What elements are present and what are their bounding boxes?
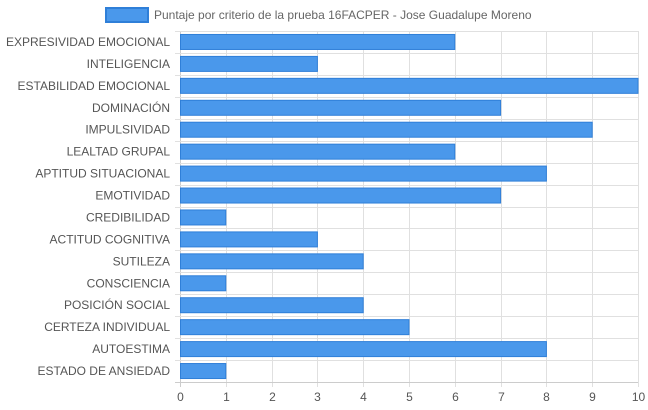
bar[interactable]: [180, 187, 502, 204]
bar[interactable]: [180, 55, 318, 72]
bar[interactable]: [180, 165, 547, 182]
category-label: IMPULSIVIDAD: [85, 123, 170, 137]
bar[interactable]: [180, 143, 456, 160]
x-tick-label: 0: [177, 390, 184, 404]
bar[interactable]: [180, 319, 410, 336]
bar[interactable]: [180, 231, 318, 248]
x-axis-ticks: 0 1 2 3 4 5 6 7 8 9 10: [177, 390, 645, 404]
category-label: EMOTIVIDAD: [95, 189, 170, 203]
legend[interactable]: Puntaje por criterio de la prueba 16FACP…: [105, 7, 532, 23]
category-label: AUTOESTIMA: [92, 342, 170, 356]
bar[interactable]: [180, 121, 593, 138]
legend-label[interactable]: Puntaje por criterio de la prueba 16FACP…: [154, 8, 532, 22]
bar[interactable]: [180, 253, 364, 270]
x-tick-label: 4: [360, 390, 367, 404]
category-label: CERTEZA INDIVIDUAL: [44, 320, 170, 334]
x-tick-label: 5: [406, 390, 413, 404]
category-label: POSICIÓN SOCIAL: [64, 297, 170, 312]
x-tick-label: 6: [452, 390, 459, 404]
category-label: SUTILEZA: [113, 254, 170, 268]
category-label: LEALTAD GRUPAL: [67, 145, 171, 159]
category-label: CONSCIENCIA: [87, 276, 170, 290]
bar[interactable]: [180, 209, 227, 226]
category-label: ACTITUD COGNITIVA: [50, 232, 170, 246]
x-tick-label: 10: [632, 390, 646, 404]
x-tick-label: 8: [543, 390, 550, 404]
bar[interactable]: [180, 341, 547, 358]
category-label: ESTABILIDAD EMOCIONAL: [18, 79, 171, 93]
bars: [180, 33, 639, 380]
category-label: EXPRESIVIDAD EMOCIONAL: [6, 35, 170, 49]
bar[interactable]: [180, 99, 502, 116]
category-label: INTELIGENCIA: [87, 57, 170, 71]
category-label: ESTADO DE ANSIEDAD: [38, 364, 171, 378]
category-label: APTITUD SITUACIONAL: [35, 167, 170, 181]
x-tick-label: 2: [269, 390, 276, 404]
legend-swatch[interactable]: [105, 7, 149, 23]
bar[interactable]: [180, 363, 227, 380]
x-tick-label: 3: [314, 390, 321, 404]
bar[interactable]: [180, 33, 456, 50]
category-label: DOMINACIÓN: [92, 100, 170, 115]
x-tick-label: 1: [223, 390, 230, 404]
bar[interactable]: [180, 275, 227, 292]
bar[interactable]: [180, 297, 364, 314]
category-labels: EXPRESIVIDAD EMOCIONAL INTELIGENCIA ESTABI…: [6, 35, 170, 378]
bar[interactable]: [180, 77, 639, 94]
x-tick-label: 7: [498, 390, 505, 404]
x-tick-label: 9: [589, 390, 596, 404]
category-label: CREDIBILIDAD: [86, 210, 170, 224]
